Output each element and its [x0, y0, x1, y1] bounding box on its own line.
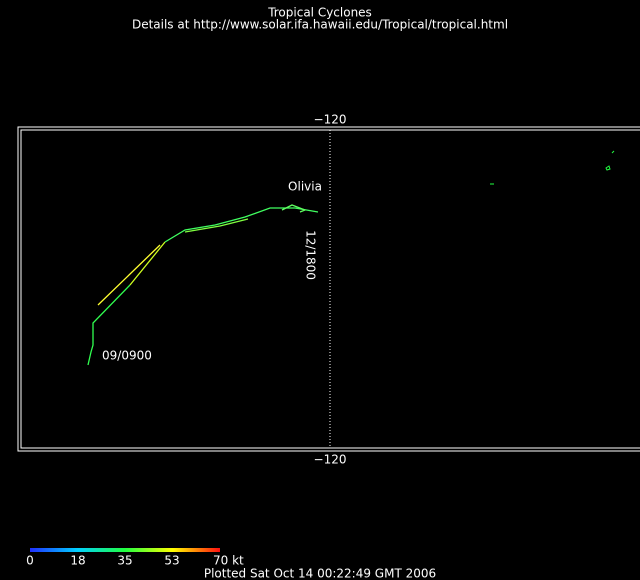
colorbar-label: 0 — [26, 554, 34, 568]
storm-name: Olivia — [288, 180, 322, 194]
colorbar-label: 70 kt — [213, 554, 244, 568]
colorbar-label: 53 — [164, 554, 179, 568]
subtitle: Details at http://www.solar.ifa.hawaii.e… — [132, 18, 508, 32]
time-label: 09/0900 — [102, 349, 152, 363]
islands — [490, 150, 615, 185]
longitude-label: −120 — [314, 453, 347, 467]
colorbar — [30, 548, 220, 552]
map-frame — [17, 126, 640, 452]
storm-track — [87, 204, 319, 366]
plotted-time: Plotted Sat Oct 14 00:22:49 GMT 2006 — [204, 567, 436, 580]
title: Tropical Cyclones — [267, 6, 372, 20]
longitude-label: −120 — [314, 113, 347, 127]
time-label: 12/1800 — [304, 230, 318, 280]
colorbar-label: 18 — [70, 554, 85, 568]
colorbar-label: 35 — [117, 554, 132, 568]
